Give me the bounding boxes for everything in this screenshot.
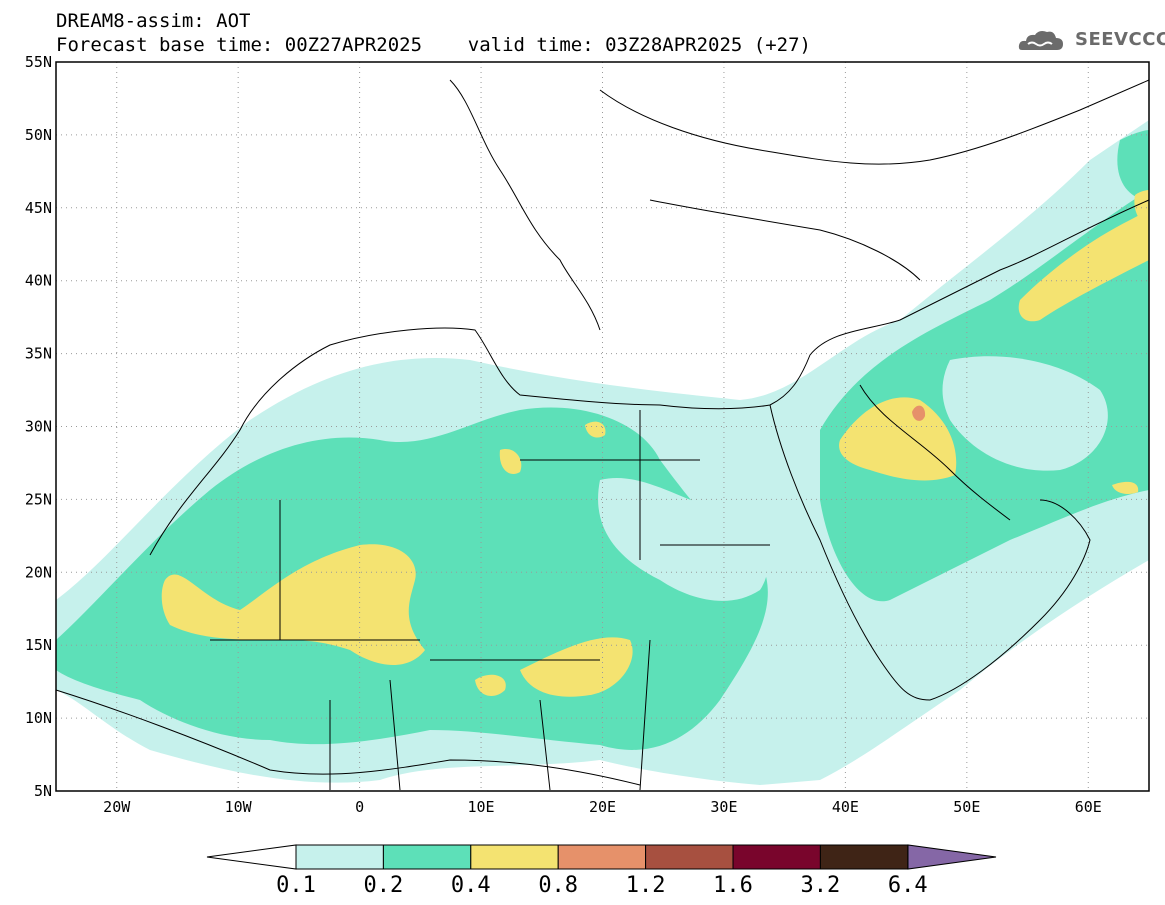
legend-label: 0.2 <box>364 873 404 898</box>
lat-labels: 55N 50N 45N 40N 35N 30N 25N 20N 15N 10N 5N <box>25 53 52 800</box>
lon-label: 10W <box>225 798 253 816</box>
legend-swatch <box>732 844 821 870</box>
legend-label: 0.4 <box>451 873 491 898</box>
map-title: DREAM8-assim: AOT <box>56 10 251 32</box>
legend-swatch <box>557 844 647 870</box>
aot-band-0.4-0.8 <box>161 544 425 665</box>
aot-band-0.4-0.8 <box>839 397 957 481</box>
legend-low-arrow <box>206 844 297 870</box>
cloud-icon <box>1018 31 1063 50</box>
lon-label: 60E <box>1075 798 1102 816</box>
lon-label: 10E <box>468 798 495 816</box>
lon-label: 20E <box>589 798 616 816</box>
lat-label: 30N <box>25 418 52 436</box>
legend-swatch <box>645 844 734 870</box>
lat-label: 25N <box>25 490 52 508</box>
lat-label: 40N <box>25 272 52 290</box>
legend-label: 3.2 <box>801 873 841 898</box>
lon-label: 20W <box>103 798 131 816</box>
legend-swatch <box>382 844 472 870</box>
aot-band-0.1-0.2 <box>598 477 768 601</box>
aot-band-0.1-0.2 <box>942 356 1108 471</box>
gridlines <box>56 62 1149 791</box>
aot-band-0.4-0.8 <box>499 449 522 474</box>
lat-label: 20N <box>25 563 52 581</box>
forecast-time-line: Forecast base time: 00Z27APR2025 valid t… <box>56 34 811 56</box>
legend-swatch <box>470 844 559 870</box>
lat-label: 50N <box>25 126 52 144</box>
lat-label: 55N <box>25 53 52 71</box>
lat-label: 35N <box>25 345 52 363</box>
aot-band-0.4-0.8 <box>1018 210 1149 322</box>
coastlines <box>55 79 1150 791</box>
lat-label: 10N <box>25 709 52 727</box>
lat-label: 45N <box>25 199 52 217</box>
logo-text: SEEVCCC <box>1075 29 1165 50</box>
lat-label: 5N <box>34 782 52 800</box>
legend-label: 1.2 <box>626 873 666 898</box>
aot-band-0.4-0.8 <box>475 674 506 696</box>
lon-labels: 20W 10W 0 10E 20E 30E 40E 50E 60E <box>103 798 1102 816</box>
aot-band-0.4-0.8 <box>585 421 606 438</box>
lon-label: 30E <box>710 798 737 816</box>
lon-label: 50E <box>953 798 980 816</box>
legend-label: 1.6 <box>713 873 753 898</box>
lat-label: 15N <box>25 636 52 654</box>
map-frame <box>55 61 1150 792</box>
lon-label: 40E <box>832 798 859 816</box>
legend-label: 0.1 <box>276 873 316 898</box>
aot-band-0.4-0.8 <box>1112 481 1139 494</box>
legend-high-arrow <box>907 844 997 870</box>
aot-band-0.2-0.4 <box>1117 130 1149 200</box>
aot-band-0.4-0.8 <box>520 637 633 697</box>
legend-label: 0.8 <box>538 873 578 898</box>
lon-label: 0 <box>355 798 364 816</box>
legend-swatch <box>819 844 909 870</box>
legend-label: 6.4 <box>888 873 928 898</box>
aot-band-0.8-1.2 <box>912 405 926 421</box>
legend-swatch <box>295 844 384 870</box>
